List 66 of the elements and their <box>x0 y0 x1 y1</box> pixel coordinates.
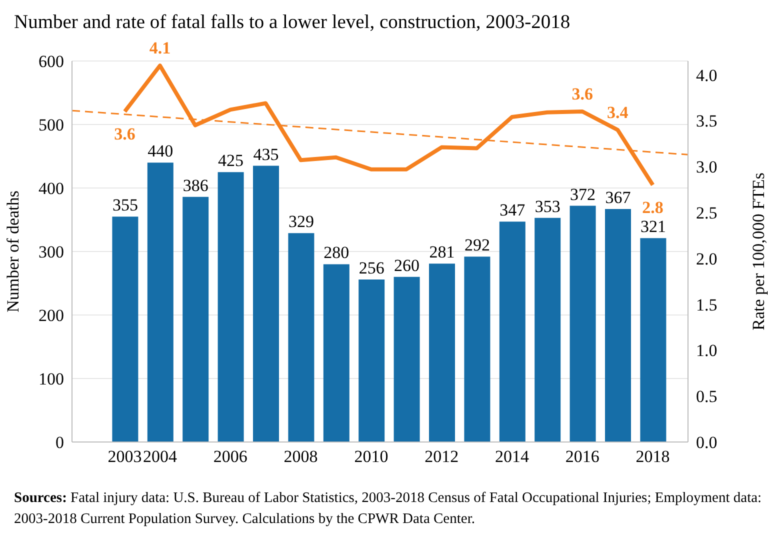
y-tick-label: 300 <box>38 242 64 262</box>
x-tick-label: 2003 <box>108 447 142 466</box>
data-label: 3.4 <box>606 102 629 122</box>
y-tick-label: 400 <box>38 179 64 198</box>
bar <box>640 238 666 442</box>
x-tick-label: 2018 <box>636 447 670 466</box>
data-label: 256 <box>358 258 384 278</box>
data-label: 3.6 <box>114 124 136 144</box>
y-axis-title: Number of deaths <box>4 190 22 312</box>
y-tick-label: 200 <box>38 306 64 326</box>
y-tick-label: 500 <box>38 116 64 135</box>
y2-tick-label: 0.5 <box>696 387 718 406</box>
x-tick-label: 2016 <box>565 447 600 466</box>
y-tick-label: 100 <box>38 370 64 389</box>
bar <box>534 218 561 442</box>
bar <box>570 206 596 442</box>
source-note: Sources: Fatal injury data: U.S. Bureau of Labor Statistics, 2003-2018 Census of Fatal Occupational Injuries; Employment data: 2003-2018 Current Population Survey. Calculations by the CPWR Data Center. <box>14 490 762 527</box>
y2-tick-label: 0.0 <box>696 433 718 452</box>
bar <box>182 196 209 442</box>
y-tick-label: 0 <box>56 433 64 452</box>
data-label: 4.1 <box>149 38 171 58</box>
data-label: 347 <box>500 200 526 220</box>
y2-tick-label: 1.5 <box>696 295 718 314</box>
data-label: 3.6 <box>572 84 594 104</box>
bar <box>429 264 455 442</box>
data-label: 321 <box>640 217 666 236</box>
bar <box>112 216 138 442</box>
x-tick-label: 2010 <box>354 447 388 466</box>
y2-tick-label: 3.5 <box>696 112 718 131</box>
data-label: 292 <box>464 236 490 255</box>
x-tick-label: 2006 <box>213 447 248 466</box>
data-label: 280 <box>324 243 350 262</box>
data-label: 372 <box>570 184 596 204</box>
x-tick-label: 2014 <box>495 447 530 466</box>
data-label: 386 <box>182 176 208 195</box>
data-label: 425 <box>218 151 244 170</box>
bar <box>147 162 174 442</box>
bar <box>499 222 526 442</box>
y-tick-label: 600 <box>38 52 64 72</box>
bar <box>218 172 244 442</box>
data-label: 260 <box>394 256 420 275</box>
bar <box>394 276 420 442</box>
y2-axis-title: Rate per 100,000 FTEs <box>749 172 768 330</box>
bar <box>358 279 385 442</box>
data-label: 435 <box>253 144 279 164</box>
y2-tick-label: 2.5 <box>696 204 718 223</box>
y2-tick-label: 2.0 <box>696 249 718 268</box>
data-label: 329 <box>288 212 314 232</box>
bar <box>288 233 314 442</box>
y2-tick-label: 1.0 <box>696 341 718 360</box>
bar <box>323 264 350 442</box>
data-label: 2.8 <box>642 198 664 217</box>
x-tick-label: 2004 <box>143 447 178 466</box>
data-label: 440 <box>148 142 174 161</box>
bar <box>464 256 490 442</box>
bar <box>253 166 279 442</box>
data-label: 281 <box>429 242 455 262</box>
bar <box>605 208 631 442</box>
y2-tick-label: 4.0 <box>696 66 718 85</box>
y2-tick-label: 3.0 <box>696 158 718 177</box>
data-label: 355 <box>112 196 138 215</box>
x-tick-label: 2012 <box>424 447 459 466</box>
data-label: 353 <box>534 196 560 216</box>
chart-title: Number and rate of fatal falls to a lower level, construction, 2003-2018 <box>14 12 570 34</box>
data-label: 367 <box>605 188 632 207</box>
x-tick-label: 2008 <box>284 447 318 466</box>
